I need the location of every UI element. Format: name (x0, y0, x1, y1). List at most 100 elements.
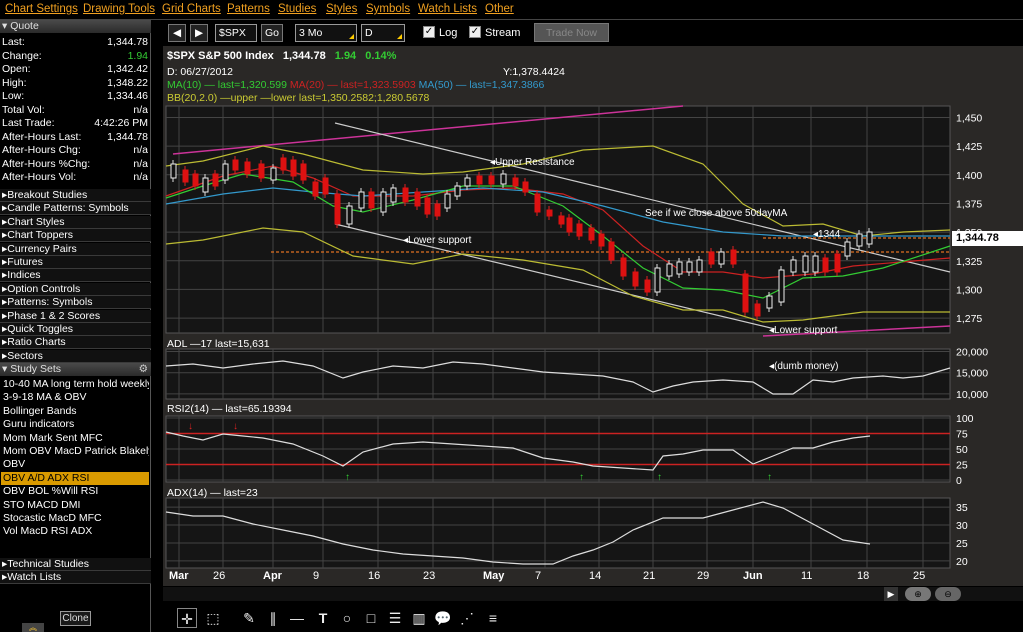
candle-body (802, 255, 809, 273)
ellipse-icon[interactable]: ○ (342, 610, 352, 626)
candle-body (170, 163, 177, 179)
select-box-icon[interactable]: ⬚ (206, 610, 220, 626)
menu-drawing-tools[interactable]: Drawing Tools (83, 3, 156, 15)
go-button[interactable]: Go (261, 24, 283, 42)
study-set-item[interactable]: Vol MacD RSI ADX (3, 525, 93, 538)
collapsed-section[interactable]: ▸Indices (0, 269, 151, 283)
interval-select[interactable]: D (361, 24, 405, 42)
study-set-item[interactable]: Mom OBV MacD Patrick Blakely (3, 445, 149, 457)
study-set-item[interactable]: OBV BOL %Will RSI (3, 485, 99, 498)
study-set-item[interactable]: 3-9-18 MA & OBV (3, 391, 87, 404)
study-set-item[interactable]: Stocastic MacD MFC (3, 512, 102, 524)
rectangle-icon[interactable]: □ (366, 610, 376, 626)
annotation-upper-resistance: ◂Upper Resistance (490, 157, 575, 168)
adx-tick-label: 35 (956, 502, 968, 514)
symbol-input[interactable]: $SPX (215, 24, 257, 42)
collapsed-section[interactable]: ▸Futures (0, 256, 151, 269)
study-sets-header[interactable]: ▾ Study Sets ⚙ (0, 363, 151, 376)
stream-checkbox[interactable]: ✓ (469, 26, 481, 38)
date-tick-label: 25 (913, 570, 925, 582)
candle-body (822, 257, 829, 273)
study-set-item[interactable]: STO MACD DMI (3, 498, 81, 511)
adx-tick-label: 25 (956, 538, 968, 550)
candle-body (390, 187, 397, 203)
adl-panel (165, 348, 951, 400)
annotation-lower-support-2: ◂Lower support (769, 325, 838, 336)
annotation-dumb-money: ◂(dumb money) (769, 361, 839, 372)
log-checkbox[interactable]: ✓ (423, 26, 435, 38)
rsi-sell-arrow: ↓ (188, 421, 193, 432)
chart-area[interactable]: 1,4501,4251,4001,3751,3501,3251,3001,275… (163, 46, 1023, 586)
menu-other[interactable]: Other (485, 3, 514, 15)
collapsed-section[interactable]: ▸Option Controls (0, 282, 151, 296)
menu-chart-settings[interactable]: Chart Settings (5, 3, 78, 15)
candle-body (708, 251, 715, 265)
quote-row: After-Hours Last: 1,344.78 (2, 131, 148, 144)
menu-studies[interactable]: Studies (278, 3, 317, 15)
chart-title: $SPX S&P 500 Index 1,344.78 1.94 0.14% (167, 50, 396, 62)
study-set-item[interactable]: Guru indicators (3, 418, 75, 431)
pencil-icon[interactable]: ✎ (243, 610, 255, 626)
collapsed-section[interactable]: ▸Sectors (0, 349, 151, 363)
callout-icon[interactable]: 💬 (434, 610, 452, 626)
quote-label: After-Hours Chg: (2, 144, 81, 156)
next-arrow-button[interactable]: ▶ (190, 24, 208, 42)
ma10-legend: MA(10) — last=1,320.599 (167, 79, 287, 91)
annotation-upper-resistance-text: Upper Resistance (495, 157, 575, 168)
collapsed-section[interactable]: ▸Phase 1 & 2 Scores (0, 309, 151, 323)
horizontal-scrollbar[interactable]: ▶ ⊕ ⊖ (163, 587, 1023, 601)
menu-symbols[interactable]: Symbols (366, 3, 411, 15)
collapsed-section[interactable]: ▸Ratio Charts (0, 336, 151, 350)
gann-icon[interactable]: ▥ (412, 610, 426, 626)
scroll-right-icon[interactable]: ▶ (884, 587, 898, 601)
list-icon[interactable]: ≡ (488, 610, 498, 626)
quote-label: Change: (2, 49, 42, 62)
crosshair-icon[interactable]: ✛ (177, 608, 197, 628)
quote-row: Change: 1.94 (2, 50, 148, 63)
menu-watch-lists[interactable]: Watch Lists (418, 3, 478, 15)
collapsed-section[interactable]: ▸Chart Toppers (0, 229, 151, 243)
date-tick-label: Mar (169, 570, 189, 582)
study-set-item[interactable]: Mom Mark Sent MFC (3, 431, 103, 444)
candle-body (666, 263, 673, 277)
quote-label: Low: (2, 90, 25, 102)
text-icon[interactable]: T (318, 610, 328, 626)
candle-body (654, 267, 661, 293)
collapsed-section[interactable]: ▸Breakout Studies (0, 189, 151, 202)
section-watch-lists[interactable]: ▸Watch Lists (0, 571, 151, 584)
candle-body (522, 181, 529, 193)
prev-arrow-button[interactable]: ◀ (168, 24, 186, 42)
study-sets-gear-icon[interactable]: ⚙ (138, 363, 148, 375)
collapsed-section[interactable]: ▸Currency Pairs (0, 242, 151, 256)
clone-button[interactable]: Clone (60, 611, 91, 626)
zoom-in-icon[interactable]: ⊕ (905, 587, 931, 601)
date-tick-label: 21 (643, 570, 655, 582)
chart-pct: 0.14% (365, 50, 397, 62)
collapsed-section[interactable]: ▸Quick Toggles (0, 323, 151, 336)
study-set-item[interactable]: OBV A/D ADX RSI (1, 471, 149, 485)
fib-icon[interactable]: ☰ (388, 610, 402, 626)
bb-legend: BB(20,2.0) —upper —lower last=1,350.2582… (167, 92, 430, 104)
quote-header[interactable]: ▾ Quote (0, 20, 151, 33)
expand-up-icon[interactable]: ︽ (22, 623, 44, 632)
date-tick-label: 7 (535, 570, 541, 582)
collapsed-section[interactable]: ▸Chart Styles (0, 215, 151, 229)
period-select[interactable]: 3 Mo (295, 24, 357, 42)
rsi-buy-arrow: ↑ (579, 472, 584, 483)
menu-grid-charts[interactable]: Grid Charts (162, 3, 221, 15)
annotation-level-text: 1344 (818, 229, 841, 240)
section-technical-studies[interactable]: ▸Technical Studies (0, 558, 151, 571)
candle-body (192, 173, 199, 187)
zoom-out-icon[interactable]: ⊖ (935, 587, 961, 601)
collapsed-section[interactable]: ▸Patterns: Symbols (0, 296, 151, 310)
menu-patterns[interactable]: Patterns (227, 3, 270, 15)
study-set-item[interactable]: 10-40 MA long term hold weekly (3, 378, 149, 390)
horizontal-line-icon[interactable]: — (290, 610, 304, 626)
collapsed-section[interactable]: ▸Candle Patterns: Symbols (0, 202, 151, 216)
fan-icon[interactable]: ⋰ (460, 610, 474, 626)
trade-now-button[interactable]: Trade Now (534, 23, 609, 42)
study-set-item[interactable]: Bollinger Bands (3, 404, 77, 417)
study-set-item[interactable]: OBV (3, 458, 26, 471)
parallel-lines-icon[interactable]: ∥ (269, 610, 277, 626)
menu-styles[interactable]: Styles (326, 3, 358, 15)
